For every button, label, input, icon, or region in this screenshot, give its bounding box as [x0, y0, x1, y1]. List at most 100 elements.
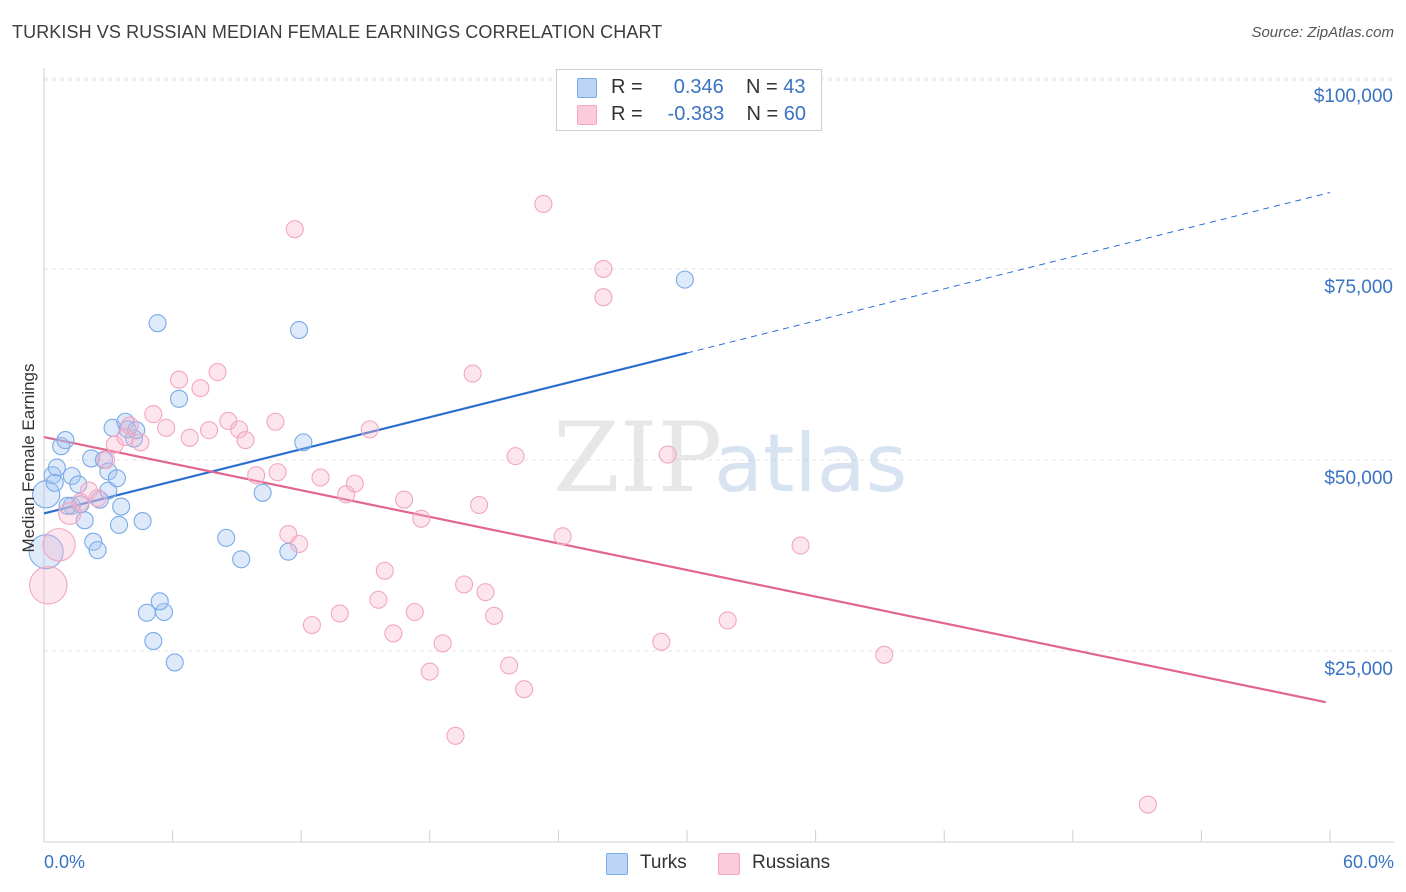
russians-point: [360, 420, 379, 439]
russians-point: [290, 534, 309, 554]
y-tick-label: $25,000: [1324, 659, 1393, 680]
russians-point: [433, 634, 452, 653]
turks-point: [253, 483, 272, 502]
russians-point: [412, 509, 431, 528]
chart-title: TURKISH VS RUSSIAN MEDIAN FEMALE EARNING…: [12, 22, 663, 42]
watermark-atlas: atlas: [714, 417, 907, 510]
russians-point: [515, 680, 534, 699]
turks-r-value: 0.346: [673, 76, 724, 98]
turks-point: [150, 592, 169, 611]
turks-point: [133, 512, 152, 531]
russians-point: [191, 379, 210, 398]
russians-point: [199, 421, 219, 440]
russians-point: [97, 450, 116, 469]
russians-point: [463, 364, 482, 383]
legend-r-label: R =: [611, 76, 643, 98]
russians-point: [330, 604, 349, 623]
russians-point: [485, 606, 504, 625]
x-tick-label: 60.0%: [1343, 852, 1394, 872]
russians-point: [88, 489, 107, 508]
turks-point: [290, 321, 309, 340]
turks-point: [112, 497, 131, 516]
turks-point: [69, 475, 88, 494]
legend-n-label: N =: [746, 76, 778, 98]
russians-point: [718, 611, 737, 630]
turks-legend-label: Turks: [640, 852, 687, 873]
turks-point: [675, 270, 694, 289]
y-tick-label: $75,000: [1324, 277, 1393, 298]
x-tick-label: 0.0%: [44, 852, 85, 872]
source-label: Source: ZipAtlas.com: [1251, 24, 1394, 41]
trend-lines: [43, 192, 1331, 704]
y-axis-label: Median Female Earnings: [19, 364, 38, 553]
turks-point: [99, 481, 118, 500]
russians-point: [144, 405, 163, 424]
russians-point: [285, 220, 304, 239]
russians-legend-swatch: [718, 853, 740, 875]
russians-point: [375, 561, 394, 580]
russians-point: [369, 590, 388, 609]
russians-point: [652, 632, 671, 651]
turks-swatch: [577, 78, 597, 98]
y-tick-labels: $25,000 $50,000 $75,000 $100,000: [1314, 86, 1393, 680]
y-tick-label: $100,000: [1314, 86, 1393, 107]
russians-point: [311, 468, 330, 487]
x-tick-labels: 0.0% 60.0%: [44, 852, 1394, 872]
russians-point: [405, 602, 424, 622]
russians-point: [553, 527, 572, 546]
russians-point: [658, 445, 677, 464]
russians-point: [29, 566, 68, 605]
russians-point: [875, 645, 894, 664]
turks-n-value: 43: [783, 76, 806, 98]
russians-point: [229, 420, 249, 439]
turks-point: [169, 389, 189, 408]
russians-point: [120, 416, 139, 435]
russians-point: [266, 412, 285, 431]
russians-point: [384, 624, 403, 643]
data-points: [28, 194, 1157, 814]
russians-point: [180, 428, 199, 447]
turks-point: [154, 602, 174, 622]
russians-point: [208, 363, 227, 382]
russians-point: [42, 528, 76, 562]
russians-point: [594, 288, 613, 307]
russians-point: [268, 463, 287, 482]
turks-point: [148, 314, 167, 333]
turks-legend-swatch: [606, 853, 628, 875]
russians-point: [105, 435, 124, 454]
turks-point: [45, 473, 64, 492]
russians-point: [420, 662, 439, 681]
y-tick-label: $50,000: [1324, 468, 1393, 489]
russians-point: [302, 615, 321, 635]
turks-point: [56, 431, 75, 450]
turks-point: [217, 528, 236, 547]
russians-point: [500, 656, 519, 675]
russians-point: [506, 447, 525, 466]
legend-r-label: R =: [611, 103, 643, 125]
russians-point: [345, 474, 364, 493]
turks-point: [294, 433, 313, 452]
russians-point: [446, 726, 465, 745]
russians-point: [455, 575, 474, 594]
russians-point: [58, 501, 82, 526]
russians-point: [476, 583, 495, 602]
russians-r-value: -0.383: [667, 103, 725, 125]
legend-n-label: N =: [746, 103, 779, 125]
russians-legend-label: Russians: [752, 852, 831, 873]
turks-trend-extension: [686, 192, 1331, 354]
russians-point: [594, 259, 613, 278]
turks-point: [144, 631, 163, 651]
russians-n-value: 60: [783, 103, 806, 125]
russians-trend-line: [43, 435, 1326, 704]
turks-point: [84, 532, 103, 551]
russians-point: [534, 194, 553, 214]
turks-point: [47, 458, 66, 477]
turks-trend-line: [43, 351, 688, 515]
russians-point: [169, 370, 189, 389]
russians-swatch: [577, 105, 597, 125]
turks-point: [279, 542, 298, 561]
russians-point: [236, 431, 255, 450]
russians-point: [1138, 795, 1157, 814]
turks-point: [88, 541, 107, 560]
